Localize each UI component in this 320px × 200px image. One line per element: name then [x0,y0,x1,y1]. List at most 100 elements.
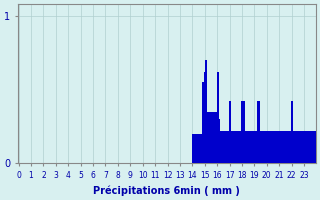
Bar [235,131,236,163]
Bar [258,101,259,163]
Bar [287,131,289,163]
Bar [311,131,312,163]
Bar [223,131,224,163]
Bar [285,131,286,163]
Bar [265,131,266,163]
Bar [220,131,221,163]
Bar [302,131,303,163]
Bar [251,131,252,163]
Bar [279,131,280,163]
Bar [230,101,231,163]
Bar [209,112,210,163]
Bar [245,131,246,163]
Bar [192,134,193,163]
Bar [234,131,235,163]
Bar [214,112,215,163]
Bar [200,134,202,163]
Bar [218,72,219,163]
Bar [239,131,240,163]
Bar [203,82,204,163]
Bar [300,131,301,163]
Bar [308,131,310,163]
Bar [215,112,217,163]
Bar [275,131,276,163]
Bar [236,131,238,163]
Bar [305,131,306,163]
Bar [243,101,244,163]
Bar [240,131,241,163]
Bar [280,131,281,163]
Bar [227,131,228,163]
Bar [290,131,291,163]
Bar [297,131,299,163]
Bar [274,131,275,163]
Bar [231,131,233,163]
Bar [286,131,287,163]
Bar [217,72,218,163]
Bar [281,131,282,163]
Bar [194,134,196,163]
Bar [225,131,227,163]
Bar [307,131,308,163]
Bar [249,131,250,163]
Bar [207,112,208,163]
Bar [313,131,315,163]
Bar [264,131,265,163]
Bar [233,131,234,163]
Bar [266,131,268,163]
Bar [221,131,223,163]
Bar [254,131,255,163]
Bar [295,131,296,163]
Bar [289,131,290,163]
Bar [248,131,249,163]
Bar [271,131,272,163]
Bar [246,131,248,163]
Bar [229,101,230,163]
Bar [197,134,198,163]
Bar [208,112,209,163]
Bar [210,112,212,163]
Bar [282,131,284,163]
Bar [241,101,243,163]
Bar [270,131,271,163]
Bar [272,131,274,163]
Bar [291,101,292,163]
Bar [212,112,213,163]
Bar [204,72,205,163]
Bar [269,131,270,163]
Bar [219,119,220,163]
Bar [259,101,260,163]
Bar [202,82,203,163]
Bar [284,131,285,163]
Bar [277,131,279,163]
Bar [260,131,261,163]
Bar [268,131,269,163]
Bar [262,131,264,163]
Bar [193,134,194,163]
Bar [244,101,245,163]
X-axis label: Précipitations 6min ( mm ): Précipitations 6min ( mm ) [93,185,240,196]
Bar [276,131,277,163]
Bar [312,131,313,163]
Bar [198,134,199,163]
Bar [205,60,207,163]
Bar [303,131,305,163]
Bar [292,101,293,163]
Bar [199,134,200,163]
Bar [228,131,229,163]
Bar [255,131,256,163]
Bar [213,112,214,163]
Bar [238,131,239,163]
Bar [310,131,311,163]
Bar [301,131,302,163]
Bar [252,131,254,163]
Bar [296,131,297,163]
Bar [315,131,316,163]
Bar [196,134,197,163]
Bar [293,131,295,163]
Bar [306,131,307,163]
Bar [299,131,300,163]
Bar [261,131,262,163]
Bar [250,131,251,163]
Bar [224,131,225,163]
